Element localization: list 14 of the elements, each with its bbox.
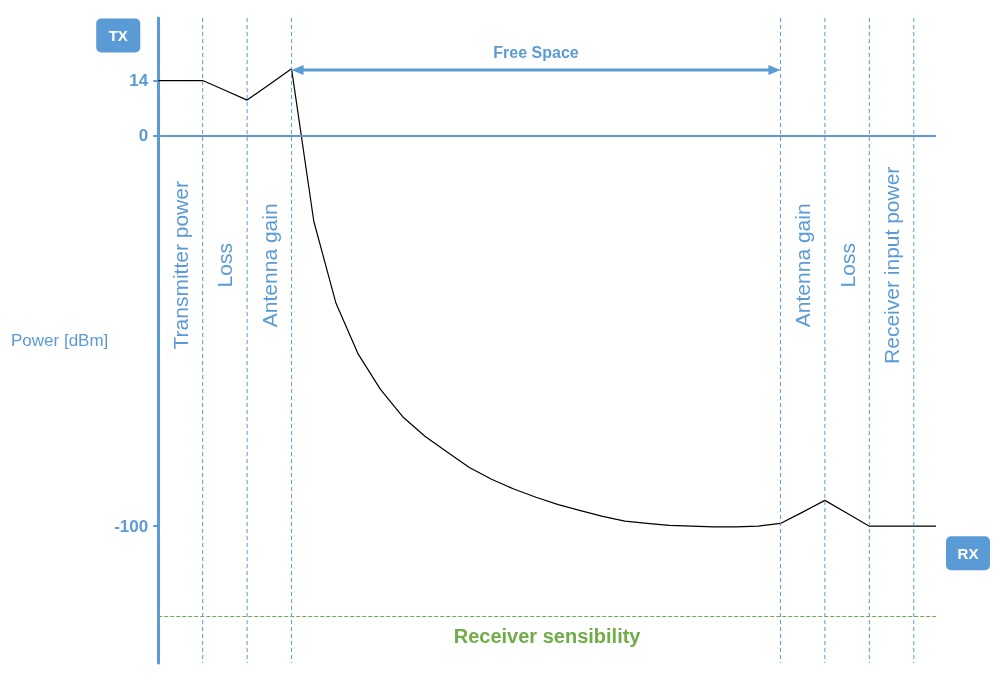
text: TX [108,27,128,45]
y-tick-label: -100 [114,516,149,536]
annotation: Antenna gain [257,203,281,328]
ref-line-label: Receiver sensibility [453,625,642,648]
annotation: Antenna gain [791,203,815,328]
annotation: Free Space [493,44,579,61]
y-axis-title: Power [dBm] [11,331,109,350]
text: RX [957,544,979,562]
annotation: Transmitter power [168,181,192,350]
annotation: Loss [213,243,237,288]
y-tick-label: 0 [138,125,149,145]
annotation: Receiver input power [880,166,904,364]
y-tick-label: 14 [129,71,149,91]
annotation: Loss [835,243,859,288]
